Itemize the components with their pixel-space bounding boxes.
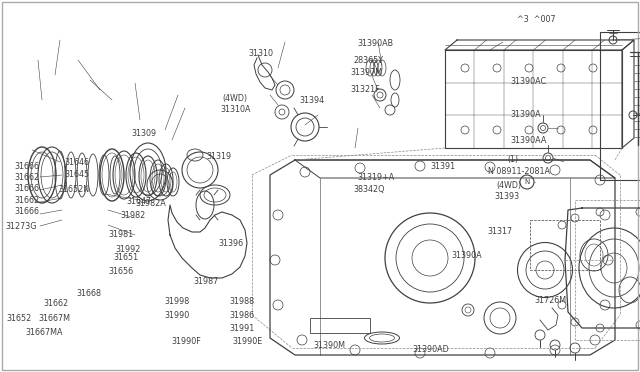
Text: 31992: 31992 [115,245,141,254]
Text: 31646: 31646 [64,158,89,167]
Text: 31656: 31656 [109,267,134,276]
Text: 31319+A: 31319+A [357,173,394,182]
Text: 31390AD: 31390AD [413,345,449,354]
Text: 31662: 31662 [14,196,39,205]
Text: 31982A: 31982A [136,199,166,208]
Text: 31652N: 31652N [59,185,90,194]
Text: 31310A: 31310A [221,105,252,114]
Text: 31662: 31662 [44,299,68,308]
Text: 31652: 31652 [6,314,31,323]
Text: 31998: 31998 [164,297,189,306]
Text: (4WD): (4WD) [223,94,248,103]
Text: 31309: 31309 [131,129,156,138]
Text: 31991: 31991 [229,324,254,333]
Text: 31667M: 31667M [38,314,70,323]
Text: 31662: 31662 [14,173,39,182]
Text: 31668: 31668 [77,289,102,298]
Text: 31390AB: 31390AB [357,39,393,48]
Text: 31396: 31396 [219,239,244,248]
Text: 31990E: 31990E [232,337,262,346]
Text: 28365Y: 28365Y [353,56,383,65]
Text: 31667MA: 31667MA [26,328,63,337]
Text: 31986: 31986 [229,311,254,320]
Text: 31390A: 31390A [511,110,541,119]
Text: 31666: 31666 [14,185,39,193]
Text: 31391: 31391 [430,162,455,171]
Text: 31726M: 31726M [534,296,566,305]
Text: 31393: 31393 [494,192,519,201]
Text: 31981: 31981 [109,230,134,239]
Text: 31982: 31982 [120,211,145,220]
Text: 31666: 31666 [14,207,39,216]
Text: 31390M: 31390M [314,341,346,350]
Text: 31651: 31651 [114,253,139,262]
Text: 31394: 31394 [300,96,324,105]
Text: ^3  ^007: ^3 ^007 [517,15,556,24]
Text: 31990F: 31990F [172,337,201,346]
Text: 31666: 31666 [14,162,39,171]
Text: 31317: 31317 [488,227,513,236]
Text: 31647: 31647 [127,197,152,206]
Text: 31990: 31990 [164,311,189,320]
Text: 31310: 31310 [248,49,273,58]
Text: 38342Q: 38342Q [353,185,385,194]
Bar [600,32,640,180]
Text: 31988: 31988 [229,297,254,306]
Text: (4WD): (4WD) [496,181,521,190]
Text: (1): (1) [507,155,518,164]
Text: 31987: 31987 [193,278,218,286]
Text: 31390AC: 31390AC [511,77,547,86]
Text: 31390AA: 31390AA [511,136,547,145]
Text: 31397M: 31397M [351,68,383,77]
Text: 31273G: 31273G [5,222,36,231]
Bar [310,318,370,333]
Text: N 08911-2081A: N 08911-2081A [488,167,550,176]
Text: 31645: 31645 [64,170,89,179]
Text: 31390A: 31390A [452,251,483,260]
Text: N: N [524,179,530,185]
Text: 31321F: 31321F [351,85,380,94]
Text: 31319: 31319 [206,153,231,161]
